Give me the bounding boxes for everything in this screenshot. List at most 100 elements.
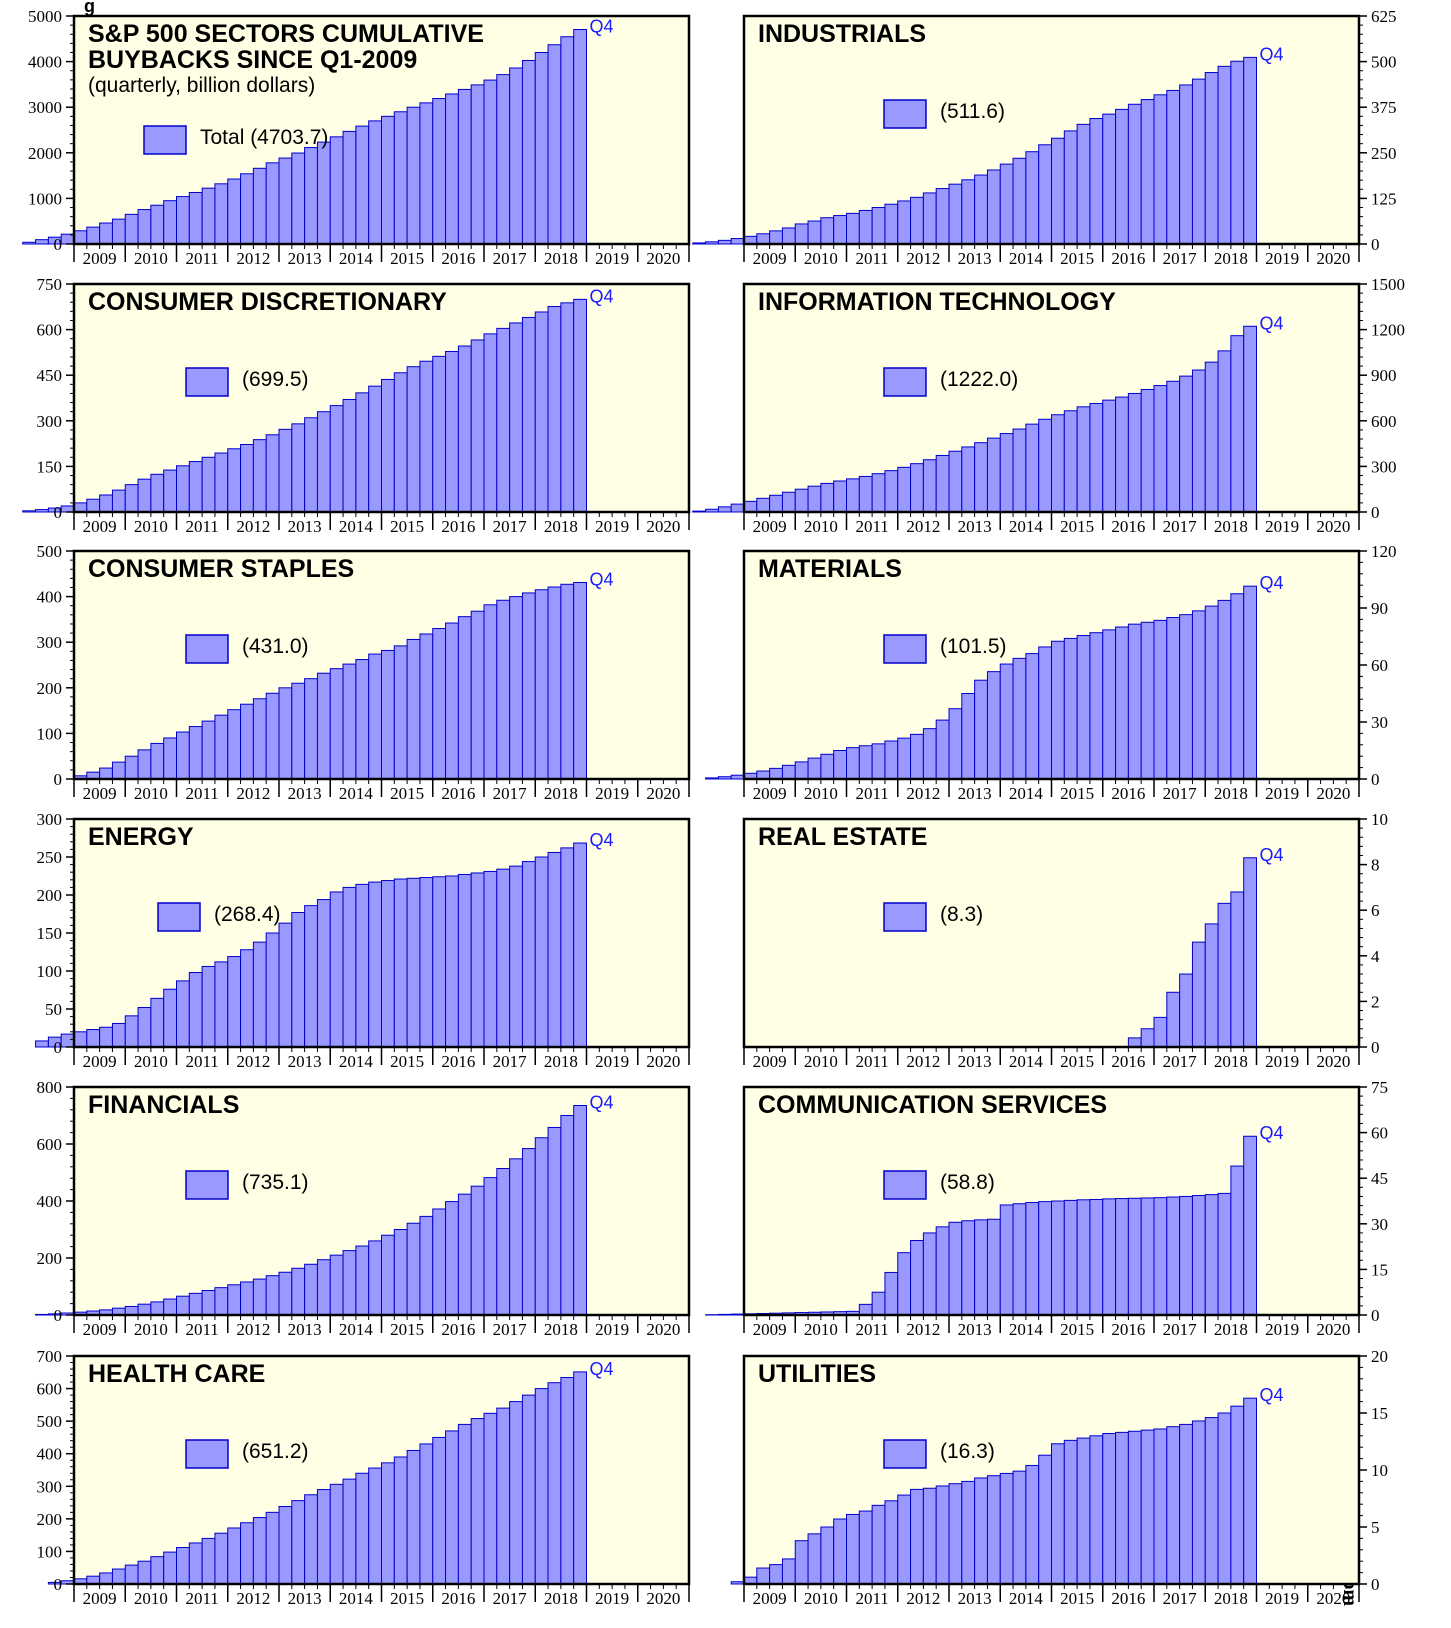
bar	[808, 758, 821, 779]
bar	[241, 1282, 254, 1315]
bar	[949, 1484, 962, 1584]
bar	[718, 777, 731, 779]
bar	[279, 1272, 292, 1315]
legend-swatch	[186, 368, 228, 396]
bar	[782, 492, 795, 512]
bar	[1244, 1136, 1257, 1315]
bar	[872, 1505, 885, 1584]
y-tick-label: 0	[1371, 235, 1380, 254]
bar	[151, 998, 164, 1047]
bar	[433, 356, 446, 512]
bar	[1154, 1429, 1167, 1584]
y-tick-label: 0	[1371, 1575, 1380, 1594]
x-tick-label: 2017	[1163, 249, 1198, 268]
bar	[1013, 1471, 1026, 1584]
bar	[343, 131, 356, 244]
q4-annotation: Q4	[1260, 1123, 1284, 1143]
x-tick-label: 2012	[906, 1589, 940, 1608]
bar	[522, 593, 535, 779]
bar	[164, 470, 177, 512]
bar	[74, 503, 87, 512]
bar	[1116, 109, 1129, 244]
bar	[458, 617, 471, 779]
x-tick-label: 2015	[1060, 784, 1094, 803]
x-tick-label: 2010	[134, 784, 168, 803]
bar	[1064, 1200, 1077, 1315]
bar	[1103, 1199, 1116, 1315]
x-tick-label: 2016	[1111, 1320, 1145, 1339]
x-tick-label: 2019	[1265, 1589, 1299, 1608]
bar	[317, 1490, 330, 1584]
bar	[795, 762, 808, 779]
y-tick-label: 300	[37, 810, 63, 829]
y-tick-label: 5	[1371, 1518, 1380, 1537]
bar	[471, 85, 484, 244]
bar	[1000, 164, 1013, 244]
bar	[394, 112, 407, 244]
bar	[1116, 1199, 1129, 1315]
bar	[808, 221, 821, 244]
x-tick-label: 2010	[134, 249, 168, 268]
bar	[356, 660, 369, 779]
bar	[394, 1230, 407, 1316]
bar	[706, 509, 719, 512]
bar	[522, 862, 535, 1047]
bar	[369, 654, 382, 779]
bar	[317, 673, 330, 779]
bar	[510, 1402, 523, 1584]
bar	[535, 312, 548, 512]
bar	[266, 435, 279, 512]
bar	[1013, 658, 1026, 779]
bar	[241, 950, 254, 1047]
bar	[330, 1255, 343, 1315]
bar	[949, 1222, 962, 1315]
q4-annotation: Q4	[1260, 44, 1284, 64]
bar	[949, 709, 962, 779]
x-tick-label: 2020	[1316, 249, 1350, 268]
bar	[497, 869, 510, 1047]
x-tick-label: 2015	[1060, 1589, 1094, 1608]
bar	[1103, 1434, 1116, 1584]
bar	[1192, 942, 1205, 1047]
panel-title: INFORMATION TECHNOLOGY	[758, 288, 1116, 316]
bar	[548, 45, 561, 244]
bar	[266, 933, 279, 1047]
bar	[1218, 903, 1231, 1047]
bar	[164, 738, 177, 779]
x-tick-label: 2010	[804, 1052, 838, 1071]
bar	[189, 1293, 202, 1315]
y-tick-label: 0	[54, 770, 63, 789]
bar	[1026, 424, 1039, 512]
bar	[74, 1032, 87, 1047]
bar	[510, 1159, 523, 1315]
y-tick-label: 0	[54, 1575, 63, 1594]
bar	[548, 1383, 561, 1584]
bar	[61, 506, 74, 512]
x-tick-label: 2017	[1163, 1589, 1198, 1608]
x-tick-label: 2014	[1009, 1320, 1044, 1339]
x-tick-label: 2018	[544, 1320, 578, 1339]
y-tick-label: 100	[37, 724, 63, 743]
y-tick-label: 15	[1371, 1260, 1388, 1279]
y-tick-label: 3000	[28, 98, 62, 117]
x-tick-label: 2013	[288, 1052, 322, 1071]
x-tick-label: 2012	[906, 249, 940, 268]
bar	[731, 239, 744, 244]
bar	[87, 1030, 100, 1047]
x-tick-label: 2010	[804, 784, 838, 803]
q4-annotation: Q4	[590, 17, 614, 37]
bar	[61, 1034, 74, 1047]
bar	[693, 243, 706, 244]
panel-title: UTILITIES	[758, 1360, 876, 1388]
bar	[1000, 664, 1013, 779]
y-tick-label: 8	[1371, 856, 1380, 875]
bar	[266, 1512, 279, 1584]
bar	[253, 440, 266, 512]
y-tick-label: 375	[1371, 98, 1397, 117]
x-tick-label: 2009	[83, 1589, 117, 1608]
x-tick-label: 2010	[804, 1320, 838, 1339]
bar	[458, 89, 471, 244]
bar	[757, 1568, 770, 1584]
y-tick-label: 300	[1371, 457, 1397, 476]
